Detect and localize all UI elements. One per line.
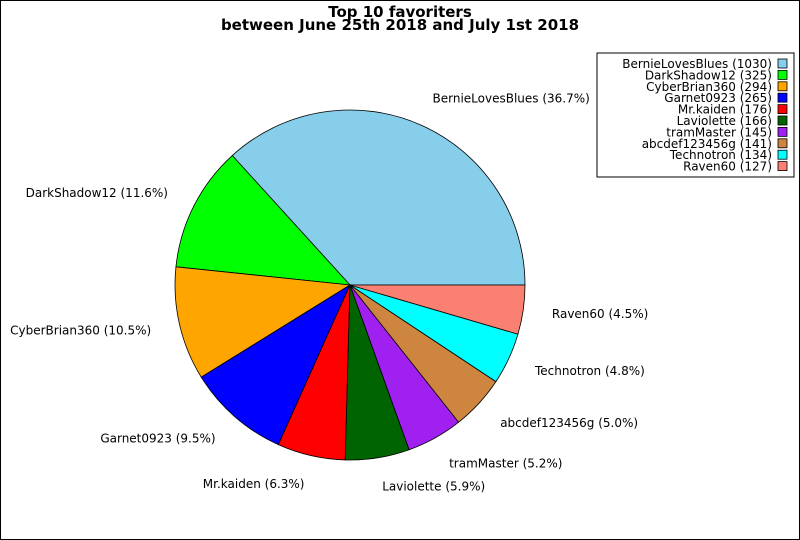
slice-label-bernielovesblues: BernieLovesBlues (36.7%) xyxy=(433,91,590,105)
pie-slices xyxy=(174,109,526,461)
pie-slice-garnet0923 xyxy=(200,283,351,446)
legend-swatch-cyberbrian360 xyxy=(777,81,788,92)
legend-entry-mr-kaiden: Mr.kaiden (176) xyxy=(678,103,772,117)
legend-entry-garnet0923: Garnet0923 (265) xyxy=(664,91,772,105)
pie-slice-cyberbrian360 xyxy=(174,266,352,378)
slice-label-technotron: Technotron (4.8%) xyxy=(534,364,645,378)
legend-swatch-technotron xyxy=(777,149,788,160)
legend-box xyxy=(596,52,795,178)
legend-entry-darkshadow12: DarkShadow12 (325) xyxy=(645,68,772,82)
legend-entry-trammaster: tramMaster (145) xyxy=(666,125,772,139)
slice-label-mr-kaiden: Mr.kaiden (6.3%) xyxy=(203,477,305,491)
legend-entry-cyberbrian360: CyberBrian360 (294) xyxy=(646,80,772,94)
legend-swatch-darkshadow12 xyxy=(777,70,788,80)
legend-swatch-bernielovesblues xyxy=(777,58,788,69)
legend-swatch-trammaster xyxy=(777,127,788,137)
legend: BernieLovesBlues (1030)DarkShadow12 (325… xyxy=(596,52,795,178)
chart-subtitle: between June 25th 2018 and July 1st 2018 xyxy=(221,16,579,34)
chart-title: Top 10 favoriters xyxy=(328,3,472,21)
slice-label-darkshadow12: DarkShadow12 (11.6%) xyxy=(26,186,168,200)
slice-label-garnet0923: Garnet0923 (9.5%) xyxy=(100,432,215,446)
legend-entry-raven60: Raven60 (127) xyxy=(683,160,772,174)
slice-label-abcdef123456g: abcdef123456g (5.0%) xyxy=(500,416,638,430)
legend-swatch-raven60 xyxy=(777,161,788,172)
legend-swatch-abcdef123456g xyxy=(777,138,788,149)
pie-slice-bernielovesblues xyxy=(231,109,526,286)
legend-entry-abcdef123456g: abcdef123456g (141) xyxy=(642,137,772,151)
legend-swatch-laviolette xyxy=(777,115,788,126)
legend-entry-bernielovesblues: BernieLovesBlues (1030) xyxy=(622,57,772,71)
slice-label-cyberbrian360: CyberBrian360 (10.5%) xyxy=(10,324,151,338)
legend-swatch-garnet0923 xyxy=(777,92,788,103)
slice-labels: BernieLovesBlues (36.7%) DarkShadow12 (11… xyxy=(10,91,648,493)
slice-label-trammaster: tramMaster (5.2%) xyxy=(449,456,562,470)
pie-slice-darkshadow12 xyxy=(175,154,352,286)
slice-label-laviolette: Laviolette (5.9%) xyxy=(382,479,485,493)
slice-label-raven60: Raven60 (4.5%) xyxy=(552,307,648,321)
legend-entry-laviolette: Laviolette (166) xyxy=(677,114,772,128)
pie-slice-raven60 xyxy=(349,284,526,335)
legend-swatch-mr-kaiden xyxy=(777,104,788,114)
legend-entry-technotron: Technotron (134) xyxy=(669,148,772,162)
